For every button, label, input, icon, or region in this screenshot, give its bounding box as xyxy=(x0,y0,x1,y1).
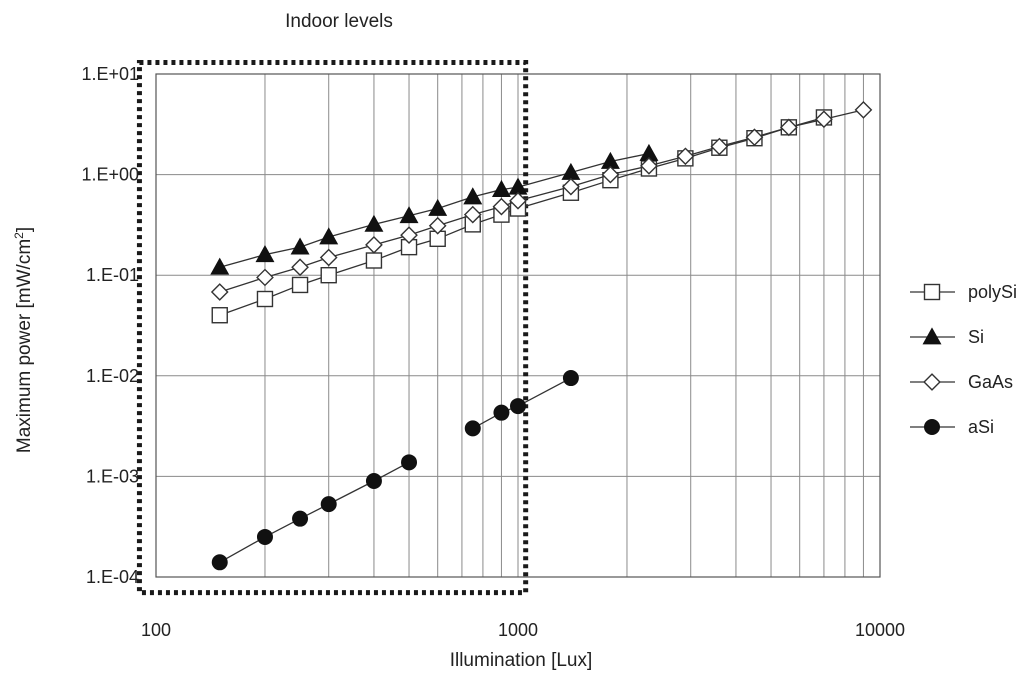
asi-marker xyxy=(365,473,382,490)
si-marker xyxy=(428,198,448,216)
y-tick-label: 1.E-02 xyxy=(86,366,139,386)
asi-marker xyxy=(510,398,526,415)
x-axis-label: Illumination [Lux] xyxy=(450,650,593,671)
gaas-series xyxy=(210,101,873,301)
polysi-marker xyxy=(256,290,274,308)
asi-line xyxy=(472,377,572,429)
polysi-marker xyxy=(320,267,337,284)
gaas-marker xyxy=(492,197,511,216)
si-marker xyxy=(210,257,230,275)
gaas-marker xyxy=(815,110,833,129)
si-marker xyxy=(922,327,942,345)
polysi-marker xyxy=(365,252,383,269)
indoor-levels-box xyxy=(136,60,529,596)
si-marker xyxy=(255,245,275,263)
gaas-marker xyxy=(509,191,527,210)
asi-marker xyxy=(211,554,228,571)
gaas-marker xyxy=(710,137,729,156)
y-axis-label-end: ] xyxy=(14,227,35,232)
x-tick-label: 1000 xyxy=(498,620,538,640)
asi-series xyxy=(211,370,579,571)
gaas-marker xyxy=(291,258,309,277)
legend: polySi Si GaAs aSi xyxy=(910,282,1017,437)
gaas-marker xyxy=(256,268,274,287)
series-layer xyxy=(210,101,873,571)
gaas-marker xyxy=(428,216,447,235)
y-tick-label: 1.E-01 xyxy=(86,265,139,285)
gaas-marker xyxy=(319,248,338,267)
asi-marker xyxy=(562,370,579,387)
y-axis-label: Maximum power [mW/cm2] xyxy=(12,227,35,453)
x-axis-tick-labels: 100 1000 10000 xyxy=(141,620,905,640)
y-axis-tick-labels: 1.E+01 1.E+00 1.E-01 1.E-02 1.E-03 1.E-04 xyxy=(81,64,139,587)
legend-label: aSi xyxy=(968,417,994,437)
gaas-marker xyxy=(640,157,658,175)
si-marker xyxy=(399,206,419,224)
legend-item-asi: aSi xyxy=(910,417,994,437)
legend-label: Si xyxy=(968,327,984,347)
gaas-marker xyxy=(400,226,418,245)
legend-item-gaas: GaAs xyxy=(910,372,1013,392)
gaas-marker xyxy=(779,118,798,137)
gaas-marker xyxy=(562,177,580,196)
asi-marker xyxy=(493,404,510,421)
gaas-marker xyxy=(463,205,482,224)
y-tick-label: 1.E+01 xyxy=(81,64,139,84)
plot-frame xyxy=(155,73,881,578)
gaas-marker xyxy=(601,165,620,184)
si-marker xyxy=(491,179,511,197)
y-axis-label-main: Maximum power [mW/cm xyxy=(14,239,35,453)
asi-marker xyxy=(256,528,273,545)
y-tick-label: 1.E-03 xyxy=(86,466,139,486)
gaas-marker xyxy=(210,283,229,301)
asi-marker xyxy=(924,419,940,435)
si-marker xyxy=(290,237,310,255)
y-tick-label: 1.E+00 xyxy=(81,165,139,185)
si-marker xyxy=(561,162,581,180)
legend-label: GaAs xyxy=(968,372,1013,392)
indoor-levels-label: Indoor levels xyxy=(285,11,393,32)
asi-marker xyxy=(320,496,337,513)
legend-item-si: Si xyxy=(910,327,984,347)
si-series xyxy=(210,143,659,275)
y-axis-label-superscript: 2 xyxy=(12,232,26,239)
x-tick-label: 100 xyxy=(141,620,171,640)
legend-label: polySi xyxy=(968,282,1017,302)
gaas-marker xyxy=(923,373,941,391)
si-marker xyxy=(463,187,483,205)
polysi-marker xyxy=(291,276,309,294)
polysi-marker xyxy=(923,283,941,301)
gaas-marker xyxy=(365,236,383,254)
asi-marker xyxy=(464,420,481,437)
si-marker xyxy=(319,227,339,245)
y-tick-label: 1.E-04 xyxy=(86,567,139,587)
grid-lines xyxy=(156,74,880,577)
si-marker xyxy=(364,214,384,232)
x-tick-label: 10000 xyxy=(855,620,905,640)
asi-marker xyxy=(401,454,418,471)
asi-marker xyxy=(292,510,309,527)
gaas-marker xyxy=(676,147,695,166)
polysi-marker xyxy=(211,307,228,324)
gaas-marker xyxy=(745,128,764,147)
gaas-marker xyxy=(854,101,873,119)
legend-item-polysi: polySi xyxy=(910,282,1017,302)
